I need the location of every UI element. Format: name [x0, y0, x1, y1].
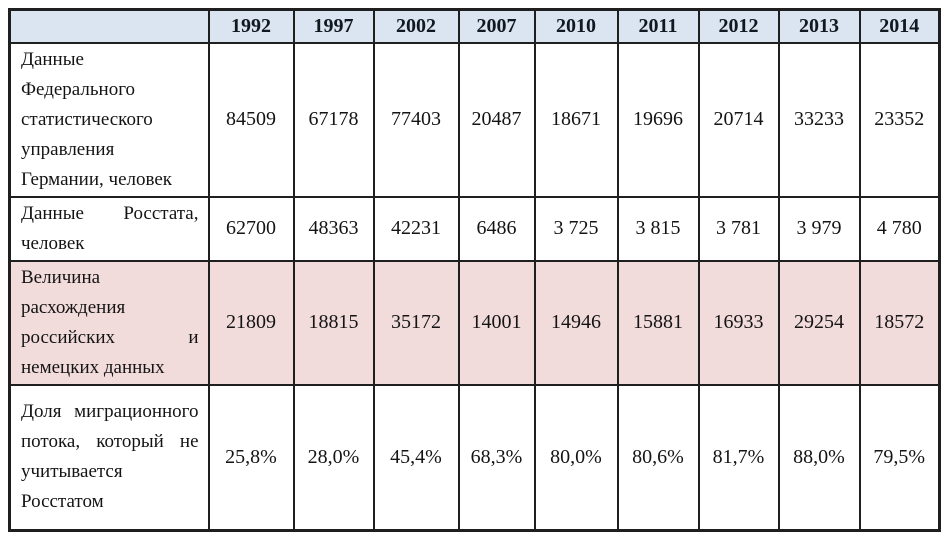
cell-value: 3 979 [777, 195, 861, 262]
year-header-2011: 2011 [616, 8, 700, 44]
year-header-2013: 2013 [777, 8, 861, 44]
migration-data-table: 1992 1997 2002 2007 2010 2011 2012 2013 2014 Дан… [8, 8, 941, 532]
table-header: 1992 1997 2002 2007 2010 2011 2012 2013 2014 [8, 8, 941, 44]
year-header-1997: 1997 [292, 8, 375, 44]
cell-value: 20714 [697, 41, 780, 198]
cell-value: 67178 [292, 41, 375, 198]
cell-value: 33233 [777, 41, 861, 198]
table-row: Данные Росстата, человек 62700 48363 42231 6… [8, 195, 941, 262]
cell-value: 19696 [616, 41, 700, 198]
cell-value: 3 815 [616, 195, 700, 262]
year-header-2010: 2010 [533, 8, 619, 44]
cell-value: 4 780 [858, 195, 941, 262]
year-header-1992: 1992 [207, 8, 295, 44]
cell-value: 35172 [372, 259, 460, 386]
cell-value: 25,8% [207, 383, 295, 532]
cell-value: 80,0% [533, 383, 619, 532]
cell-value: 28,0% [292, 383, 375, 532]
cell-value: 16933 [697, 259, 780, 386]
cell-value: 18671 [533, 41, 619, 198]
row-label: Данные Росстата, человек [8, 195, 210, 262]
year-header-2002: 2002 [372, 8, 460, 44]
cell-value: 79,5% [858, 383, 941, 532]
table-row: Доля миграционного потока, который не уч… [8, 383, 941, 532]
cell-value: 23352 [858, 41, 941, 198]
cell-value: 42231 [372, 195, 460, 262]
cell-value: 29254 [777, 259, 861, 386]
year-header-2007: 2007 [457, 8, 536, 44]
cell-value: 3 725 [533, 195, 619, 262]
table-row: Величина расхождения российских и немецк… [8, 259, 941, 386]
table-body: Данные Федерального статистического упра… [8, 41, 941, 532]
cell-value: 15881 [616, 259, 700, 386]
cell-value: 14001 [457, 259, 536, 386]
cell-value: 48363 [292, 195, 375, 262]
cell-value: 20487 [457, 41, 536, 198]
cell-value: 84509 [207, 41, 295, 198]
cell-value: 18815 [292, 259, 375, 386]
table-row: Данные Федерального статистического упра… [8, 41, 941, 198]
cell-value: 18572 [858, 259, 941, 386]
cell-value: 21809 [207, 259, 295, 386]
year-header-2012: 2012 [697, 8, 780, 44]
cell-value: 88,0% [777, 383, 861, 532]
cell-value: 14946 [533, 259, 619, 386]
row-label: Величина расхождения российских и немецк… [8, 259, 210, 386]
year-header-2014: 2014 [858, 8, 941, 44]
cell-value: 3 781 [697, 195, 780, 262]
cell-value: 6486 [457, 195, 536, 262]
cell-value: 77403 [372, 41, 460, 198]
corner-header-cell [8, 8, 210, 44]
cell-value: 45,4% [372, 383, 460, 532]
year-header-row: 1992 1997 2002 2007 2010 2011 2012 2013 2014 [8, 8, 941, 44]
cell-value: 80,6% [616, 383, 700, 532]
cell-value: 62700 [207, 195, 295, 262]
row-label: Данные Федерального статистического упра… [8, 41, 210, 198]
cell-value: 81,7% [697, 383, 780, 532]
cell-value: 68,3% [457, 383, 536, 532]
row-label: Доля миграционного потока, который не уч… [8, 383, 210, 532]
